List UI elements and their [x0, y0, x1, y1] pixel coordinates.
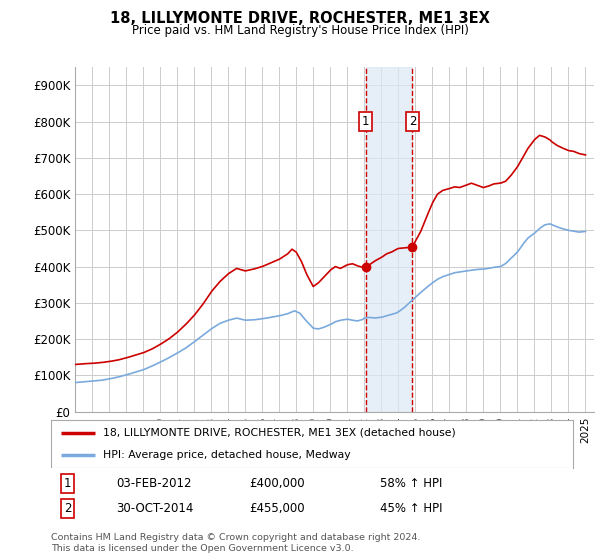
Bar [365, 67, 412, 412]
Text: 2: 2 [64, 502, 71, 515]
Text: £400,000: £400,000 [250, 477, 305, 490]
Text: 18, LILLYMONTE DRIVE, ROCHESTER, ME1 3EX (detached house): 18, LILLYMONTE DRIVE, ROCHESTER, ME1 3EX… [103, 428, 456, 438]
Text: 58% ↑ HPI: 58% ↑ HPI [380, 477, 442, 490]
Text: 1: 1 [64, 477, 71, 490]
Text: 2: 2 [409, 115, 416, 128]
Text: 45% ↑ HPI: 45% ↑ HPI [380, 502, 442, 515]
Text: 30-OCT-2014: 30-OCT-2014 [116, 502, 194, 515]
Text: 18, LILLYMONTE DRIVE, ROCHESTER, ME1 3EX: 18, LILLYMONTE DRIVE, ROCHESTER, ME1 3EX [110, 11, 490, 26]
Text: Contains HM Land Registry data © Crown copyright and database right 2024.
This d: Contains HM Land Registry data © Crown c… [51, 533, 421, 553]
Text: 1: 1 [362, 115, 370, 128]
Text: HPI: Average price, detached house, Medway: HPI: Average price, detached house, Medw… [103, 450, 351, 460]
Text: 03-FEB-2012: 03-FEB-2012 [116, 477, 192, 490]
Text: Price paid vs. HM Land Registry's House Price Index (HPI): Price paid vs. HM Land Registry's House … [131, 24, 469, 36]
Text: £455,000: £455,000 [250, 502, 305, 515]
